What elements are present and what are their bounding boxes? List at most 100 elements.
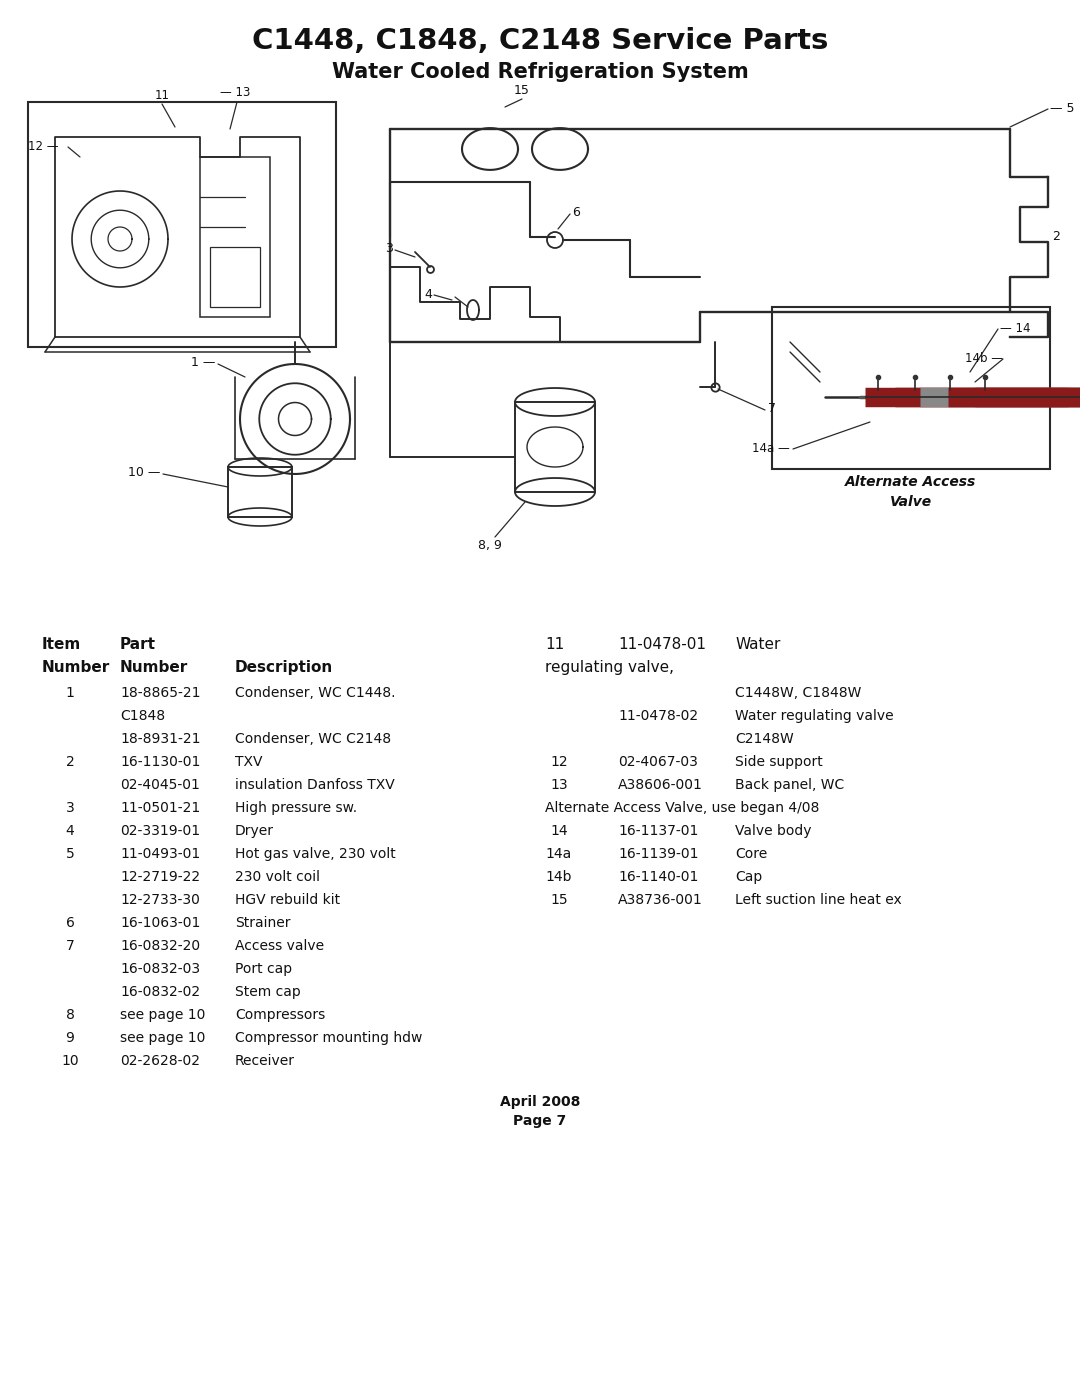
Text: 16-1140-01: 16-1140-01 (618, 870, 699, 884)
Text: Compressor mounting hdw: Compressor mounting hdw (235, 1031, 422, 1045)
Text: regulating valve,: regulating valve, (545, 659, 674, 675)
Text: 8: 8 (66, 1009, 75, 1023)
Text: Alternate Access
Valve: Alternate Access Valve (846, 475, 976, 509)
Text: Compressors: Compressors (235, 1009, 325, 1023)
Text: Stem cap: Stem cap (235, 985, 300, 999)
Text: 6: 6 (572, 205, 580, 218)
Text: 12-2733-30: 12-2733-30 (120, 893, 200, 907)
Text: 14a —: 14a — (753, 443, 789, 455)
Text: Item: Item (42, 637, 81, 652)
Text: insulation Danfoss TXV: insulation Danfoss TXV (235, 778, 395, 792)
Text: A38606-001: A38606-001 (618, 778, 703, 792)
Text: 7: 7 (66, 939, 75, 953)
Text: Hot gas valve, 230 volt: Hot gas valve, 230 volt (235, 847, 395, 861)
Text: 16-0832-02: 16-0832-02 (120, 985, 200, 999)
Text: Description: Description (235, 659, 334, 675)
Text: 7: 7 (768, 402, 777, 415)
Bar (210, 247, 260, 307)
Bar (28, 102, 336, 346)
Text: TXV: TXV (235, 754, 262, 768)
Text: C1848: C1848 (120, 710, 165, 724)
Text: April 2008
Page 7: April 2008 Page 7 (500, 1095, 580, 1129)
Text: 8, 9: 8, 9 (478, 539, 502, 552)
Text: Water regulating valve: Water regulating valve (735, 710, 893, 724)
Text: 5: 5 (66, 847, 75, 861)
Text: Side support: Side support (735, 754, 823, 768)
Text: see page 10: see page 10 (120, 1031, 205, 1045)
Bar (200, 156, 270, 317)
Text: 02-4067-03: 02-4067-03 (618, 754, 698, 768)
Text: Cap: Cap (735, 870, 762, 884)
Text: — 13: — 13 (220, 87, 251, 99)
Text: Back panel, WC: Back panel, WC (735, 778, 845, 792)
Text: 11-0493-01: 11-0493-01 (120, 847, 200, 861)
Text: 16-1063-01: 16-1063-01 (120, 916, 201, 930)
Text: Access valve: Access valve (235, 939, 324, 953)
Text: 3: 3 (386, 243, 393, 256)
Text: 15: 15 (550, 893, 568, 907)
Text: — 5: — 5 (1050, 102, 1075, 116)
Text: Water Cooled Refrigeration System: Water Cooled Refrigeration System (332, 61, 748, 82)
Text: Alternate Access Valve, use began 4/08: Alternate Access Valve, use began 4/08 (545, 800, 820, 814)
Text: 11: 11 (545, 637, 564, 652)
Text: 11-0478-01: 11-0478-01 (618, 637, 706, 652)
Text: C1448W, C1848W: C1448W, C1848W (735, 686, 862, 700)
Text: Port cap: Port cap (235, 963, 292, 977)
Text: Valve body: Valve body (735, 824, 811, 838)
Text: 14b: 14b (545, 870, 572, 884)
Text: HGV rebuild kit: HGV rebuild kit (235, 893, 340, 907)
Text: 14b —: 14b — (966, 352, 1003, 366)
Bar (772, 307, 1050, 469)
Text: Receiver: Receiver (235, 1053, 295, 1067)
Text: 14a: 14a (545, 847, 572, 861)
Text: 2: 2 (1052, 231, 1059, 243)
Text: 4: 4 (424, 288, 432, 300)
Text: Dryer: Dryer (235, 824, 274, 838)
Text: 15: 15 (514, 84, 530, 96)
Text: 6: 6 (66, 916, 75, 930)
Text: C2148W: C2148W (735, 732, 794, 746)
Text: 11: 11 (156, 89, 170, 102)
Text: A38736-001: A38736-001 (618, 893, 703, 907)
Text: 2: 2 (66, 754, 75, 768)
Text: 3: 3 (66, 800, 75, 814)
Text: 1: 1 (66, 686, 75, 700)
Text: — 14: — 14 (1000, 323, 1030, 335)
Text: Water: Water (735, 637, 781, 652)
Text: Number: Number (120, 659, 188, 675)
Text: 14: 14 (550, 824, 568, 838)
Text: Number: Number (42, 659, 110, 675)
Text: 11-0478-02: 11-0478-02 (618, 710, 698, 724)
Text: Core: Core (735, 847, 767, 861)
Text: 16-1139-01: 16-1139-01 (618, 847, 699, 861)
Text: 9: 9 (66, 1031, 75, 1045)
Bar (228, 467, 292, 517)
Text: C1448, C1848, C2148 Service Parts: C1448, C1848, C2148 Service Parts (252, 27, 828, 54)
Text: Condenser, WC C2148: Condenser, WC C2148 (235, 732, 391, 746)
Text: 02-3319-01: 02-3319-01 (120, 824, 200, 838)
Text: 10: 10 (62, 1053, 79, 1067)
Text: 12-2719-22: 12-2719-22 (120, 870, 200, 884)
Text: Strainer: Strainer (235, 916, 291, 930)
Text: 13: 13 (550, 778, 568, 792)
Text: 230 volt coil: 230 volt coil (235, 870, 320, 884)
Text: 10 —: 10 — (127, 465, 160, 479)
Text: Left suction line heat ex: Left suction line heat ex (735, 893, 902, 907)
Text: 16-1130-01: 16-1130-01 (120, 754, 201, 768)
Text: Condenser, WC C1448.: Condenser, WC C1448. (235, 686, 395, 700)
Text: 18-8931-21: 18-8931-21 (120, 732, 201, 746)
Text: High pressure sw.: High pressure sw. (235, 800, 357, 814)
Text: 4: 4 (66, 824, 75, 838)
Bar (515, 402, 595, 492)
Text: 11-0501-21: 11-0501-21 (120, 800, 200, 814)
Text: see page 10: see page 10 (120, 1009, 205, 1023)
Text: 12: 12 (550, 754, 568, 768)
Text: 18-8865-21: 18-8865-21 (120, 686, 201, 700)
Text: Part: Part (120, 637, 156, 652)
Text: 02-2628-02: 02-2628-02 (120, 1053, 200, 1067)
Text: 16-1137-01: 16-1137-01 (618, 824, 699, 838)
Text: 16-0832-03: 16-0832-03 (120, 963, 200, 977)
Text: 1 —: 1 — (191, 355, 215, 369)
Text: 16-0832-20: 16-0832-20 (120, 939, 200, 953)
Text: 02-4045-01: 02-4045-01 (120, 778, 200, 792)
